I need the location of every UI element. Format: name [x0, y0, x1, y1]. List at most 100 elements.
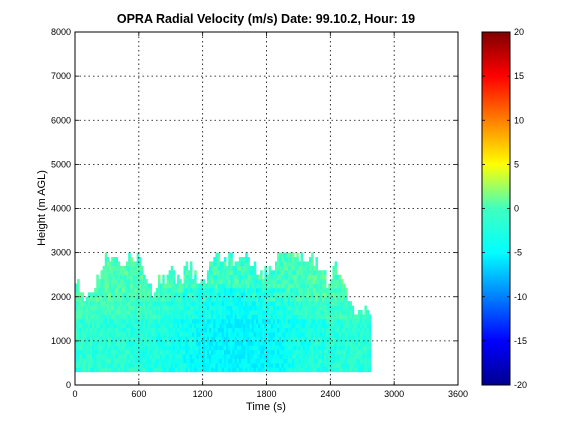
- velocity-cell: [268, 274, 272, 280]
- velocity-cell: [243, 305, 246, 311]
- velocity-cell: [236, 318, 240, 324]
- velocity-cell: [253, 292, 257, 298]
- velocity-cell: [100, 345, 104, 351]
- velocity-cell: [87, 318, 91, 324]
- velocity-cell: [145, 318, 148, 324]
- velocity-cell: [155, 305, 159, 311]
- velocity-cell: [289, 367, 293, 373]
- velocity-cell: [230, 252, 233, 258]
- velocity-cell: [200, 287, 204, 293]
- velocity-cell: [292, 318, 295, 324]
- velocity-cell: [81, 296, 84, 302]
- velocity-cell: [283, 261, 287, 267]
- velocity-cell: [126, 265, 129, 271]
- velocity-cell: [134, 279, 138, 284]
- velocity-cell: [287, 349, 291, 355]
- velocity-cell: [283, 252, 287, 258]
- velocity-cell: [355, 327, 359, 333]
- velocity-cell: [155, 367, 159, 373]
- velocity-cell: [349, 354, 353, 359]
- velocity-cell: [83, 354, 87, 359]
- velocity-cell: [315, 314, 318, 320]
- x-tick-label: 2400: [320, 389, 340, 399]
- velocity-cell: [102, 283, 106, 289]
- velocity-cell: [357, 358, 361, 364]
- velocity-cell: [317, 314, 321, 320]
- velocity-cell: [106, 336, 110, 342]
- velocity-cell: [102, 279, 106, 284]
- velocity-cell: [104, 261, 108, 267]
- velocity-cell: [221, 309, 225, 315]
- velocity-cell: [136, 265, 140, 271]
- velocity-cell: [123, 270, 127, 276]
- velocity-cell: [304, 270, 308, 276]
- velocity-cell: [240, 323, 244, 329]
- velocity-cell: [211, 274, 214, 280]
- velocity-cell: [234, 323, 238, 329]
- velocity-cell: [275, 279, 278, 284]
- velocity-cell: [368, 349, 372, 355]
- velocity-cell: [279, 296, 282, 302]
- velocity-cell: [351, 367, 355, 373]
- velocity-cell: [111, 257, 114, 262]
- velocity-cell: [98, 354, 101, 359]
- velocity-cell: [196, 296, 199, 302]
- velocity-cell: [136, 314, 140, 320]
- velocity-cell: [247, 279, 250, 284]
- velocity-cell: [289, 309, 293, 315]
- velocity-cell: [136, 345, 140, 351]
- velocity-cell: [230, 367, 233, 373]
- velocity-cell: [160, 305, 163, 311]
- velocity-cell: [200, 296, 204, 302]
- velocity-cell: [194, 292, 197, 298]
- velocity-cell: [217, 318, 221, 324]
- velocity-cell: [353, 336, 357, 342]
- velocity-cell: [304, 323, 308, 329]
- velocity-cell: [317, 279, 321, 284]
- velocity-cell: [194, 345, 197, 351]
- velocity-cell: [213, 349, 216, 355]
- velocity-cell: [206, 327, 210, 333]
- velocity-cell: [275, 336, 278, 342]
- velocity-cell: [202, 358, 206, 364]
- velocity-cell: [198, 340, 201, 346]
- velocity-cell: [311, 336, 314, 342]
- colorbar-tick-label: -5: [514, 248, 522, 258]
- velocity-cell: [364, 323, 367, 329]
- velocity-cell: [87, 327, 91, 333]
- velocity-cell: [255, 309, 259, 315]
- velocity-cell: [177, 279, 180, 284]
- velocity-cell: [268, 301, 272, 306]
- velocity-cell: [240, 340, 244, 346]
- velocity-cell: [170, 265, 174, 271]
- velocity-cell: [94, 318, 97, 324]
- velocity-cell: [106, 345, 110, 351]
- velocity-cell: [211, 261, 214, 267]
- velocity-cell: [75, 287, 78, 293]
- velocity-cell: [311, 340, 314, 346]
- velocity-cell: [189, 274, 193, 280]
- velocity-cell: [102, 265, 106, 271]
- velocity-cell: [198, 345, 201, 351]
- velocity-cell: [296, 327, 299, 333]
- velocity-cell: [257, 318, 261, 324]
- velocity-cell: [113, 362, 116, 368]
- velocity-cell: [309, 332, 312, 337]
- velocity-cell: [247, 336, 250, 342]
- velocity-cell: [272, 287, 276, 293]
- velocity-cell: [253, 362, 257, 368]
- velocity-cell: [202, 354, 206, 359]
- velocity-cell: [100, 340, 104, 346]
- velocity-cell: [228, 358, 231, 364]
- velocity-cell: [357, 354, 361, 359]
- velocity-cell: [247, 309, 250, 315]
- velocity-cell: [311, 349, 314, 355]
- velocity-cell: [115, 336, 118, 342]
- velocity-cell: [253, 261, 257, 267]
- velocity-cell: [170, 349, 174, 355]
- velocity-cell: [332, 283, 335, 289]
- velocity-cell: [113, 367, 116, 373]
- velocity-cell: [328, 354, 331, 359]
- velocity-cell: [185, 274, 189, 280]
- velocity-cell: [264, 270, 267, 276]
